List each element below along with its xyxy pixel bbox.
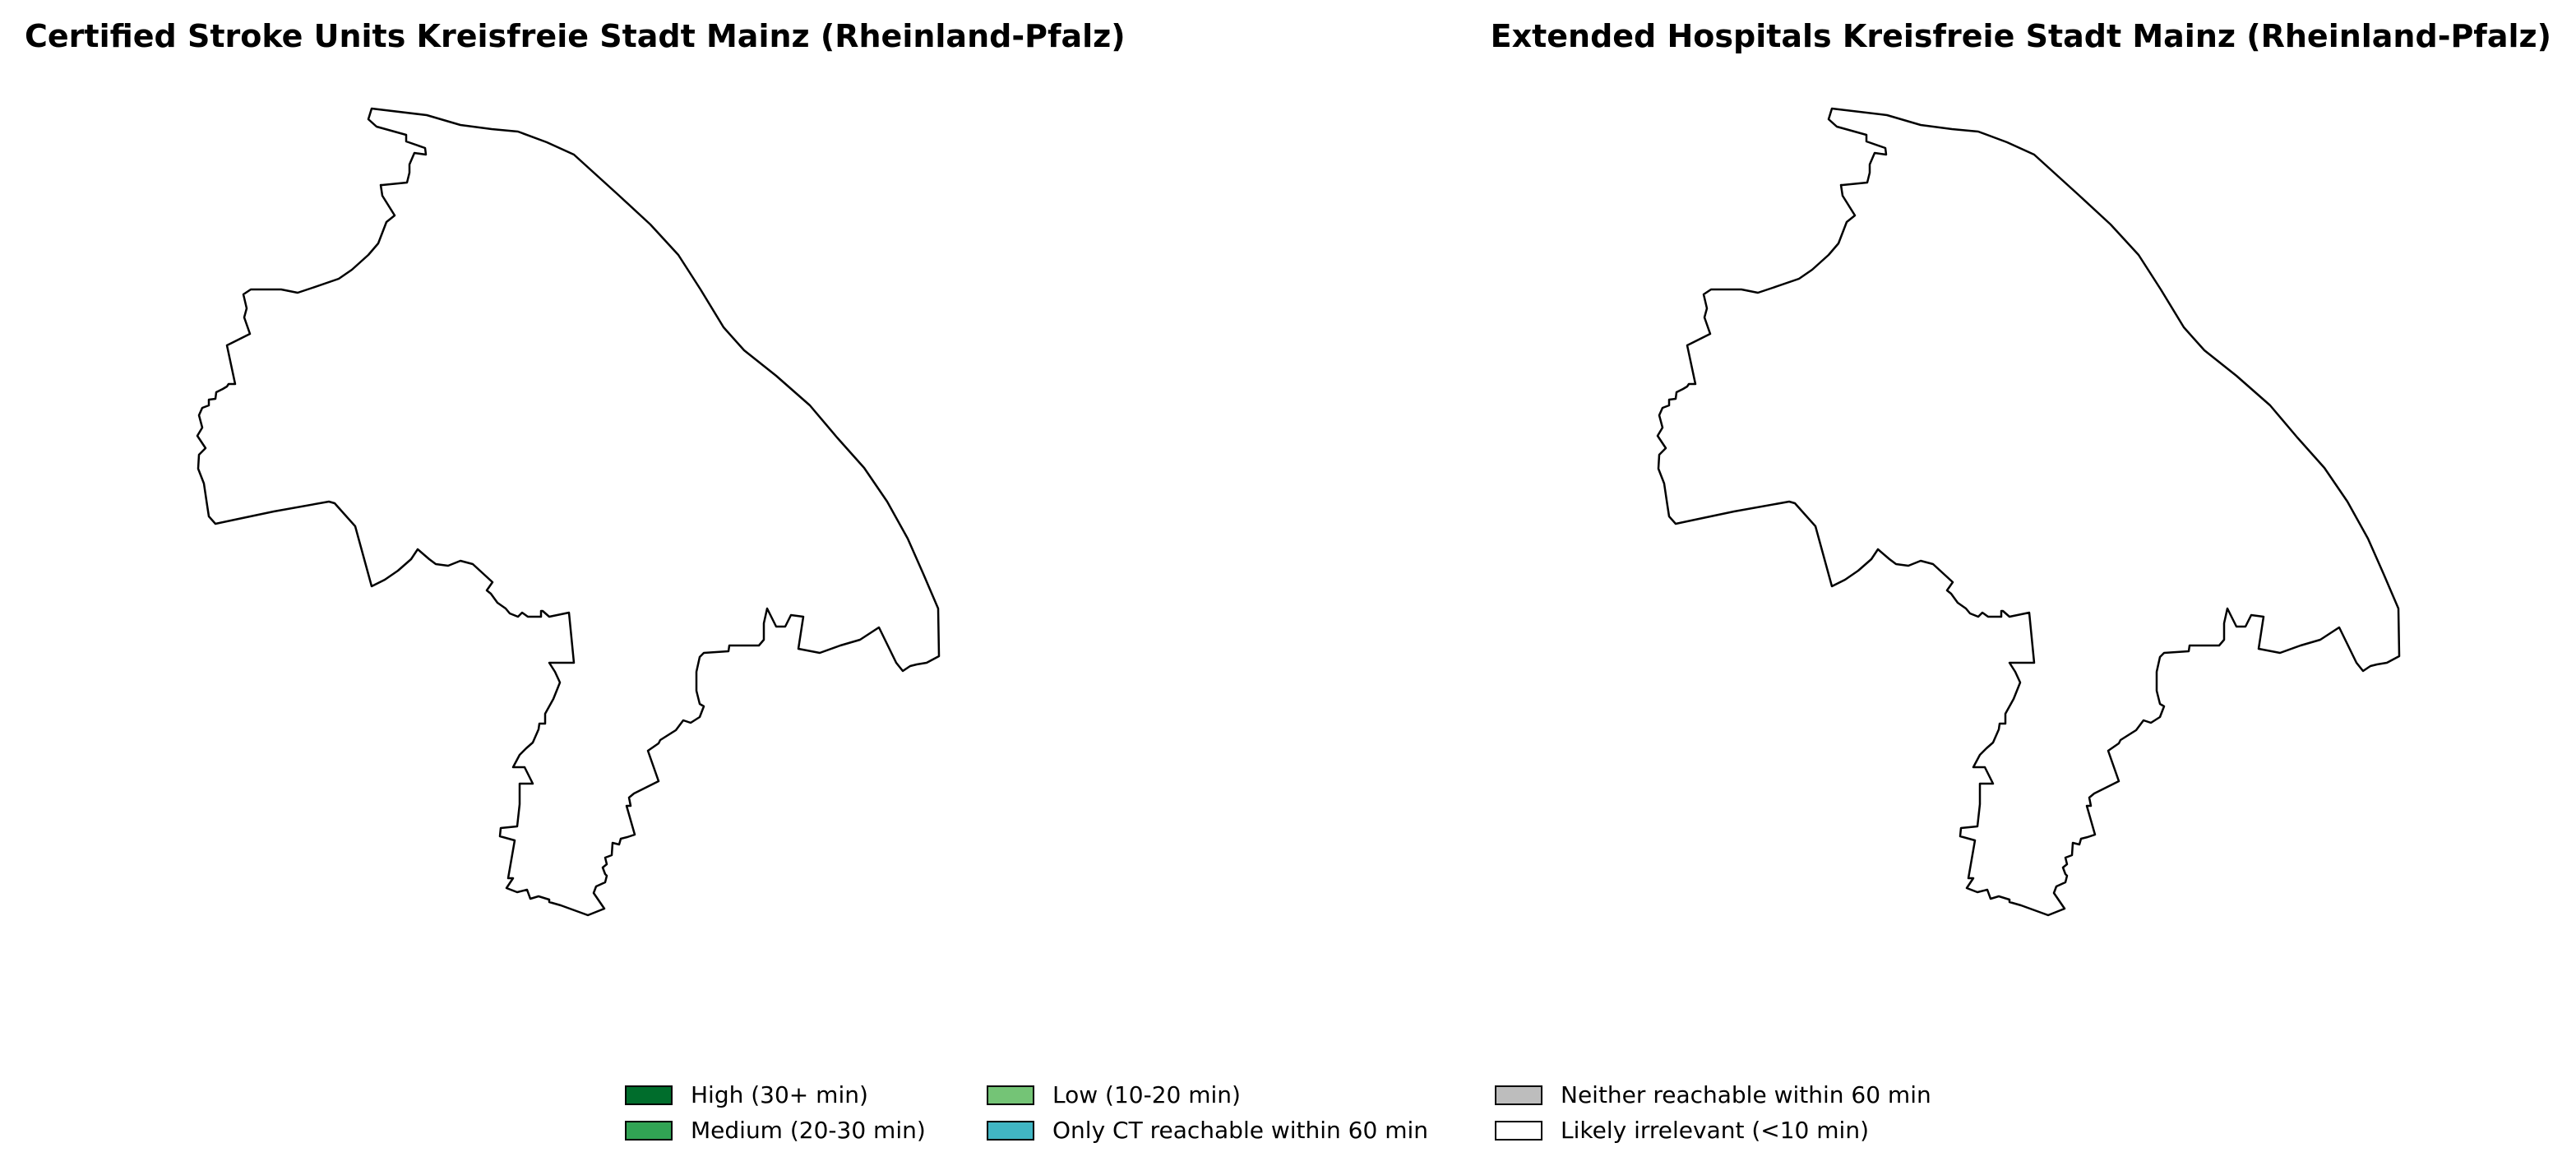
legend-label-medium: Medium (20-30 min) — [691, 1117, 926, 1144]
legend-item-high: High (30+ min) — [625, 1079, 868, 1112]
legend-item-low: Low (10-20 min) — [987, 1079, 1241, 1112]
legend-swatch-low — [987, 1085, 1034, 1105]
map-title-extended-hospitals: Extended Hospitals Kreisfreie Stadt Main… — [1490, 18, 2551, 54]
map-panel-extended-hospitals — [1656, 107, 2401, 917]
legend-item-neither: Neither reachable within 60 min — [1495, 1079, 1931, 1112]
legend-item-only-ct: Only CT reachable within 60 min — [987, 1114, 1428, 1147]
map-panel-certified-stroke-units — [196, 107, 941, 917]
legend-label-low: Low (10-20 min) — [1052, 1081, 1241, 1108]
map-title-certified-stroke-units: Certified Stroke Units Kreisfreie Stadt … — [25, 18, 1126, 54]
legend-label-only-ct: Only CT reachable within 60 min — [1052, 1117, 1429, 1144]
legend-swatch-likely-irrelevant — [1495, 1121, 1542, 1141]
legend-swatch-neither — [1495, 1085, 1542, 1105]
legend-swatch-only-ct — [987, 1121, 1034, 1141]
legend-label-neither: Neither reachable within 60 min — [1561, 1081, 1931, 1108]
legend-swatch-high — [625, 1085, 673, 1105]
legend-label-high: High (30+ min) — [691, 1081, 868, 1108]
legend: High (30+ min) Medium (20-30 min) Low (1… — [625, 1079, 1957, 1161]
legend-item-likely-irrelevant: Likely irrelevant (<10 min) — [1495, 1114, 1869, 1147]
district-outline-mainz — [196, 107, 941, 917]
legend-swatch-medium — [625, 1121, 673, 1141]
legend-item-medium: Medium (20-30 min) — [625, 1114, 926, 1147]
legend-label-likely-irrelevant: Likely irrelevant (<10 min) — [1561, 1117, 1869, 1144]
district-outline-mainz — [1656, 107, 2401, 917]
